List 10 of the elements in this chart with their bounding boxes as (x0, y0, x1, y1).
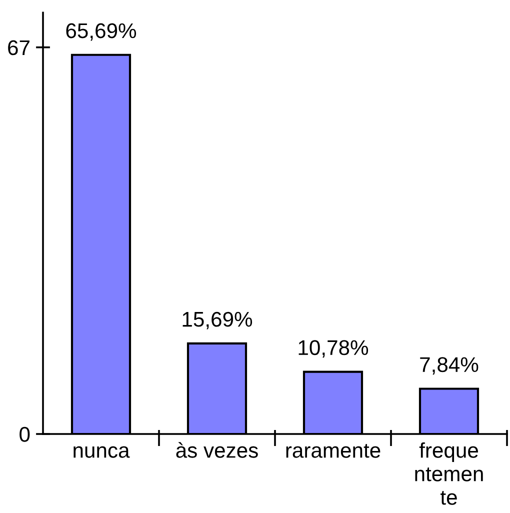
data-label: 65,69% (66, 23, 136, 41)
x-tick-label: às vezes (176, 442, 258, 458)
x-tick-label: raramente (286, 444, 380, 458)
x-tick-label: nunca (74, 446, 130, 458)
data-label: 10,78% (298, 340, 368, 358)
data-label: 7,84% (420, 357, 478, 375)
x-tick-label: freque ntemen te (415, 442, 483, 505)
data-label: 15,69% (182, 312, 252, 330)
y-tick-label: 67 (8, 40, 30, 56)
y-tick-label: 0 (20, 426, 30, 442)
